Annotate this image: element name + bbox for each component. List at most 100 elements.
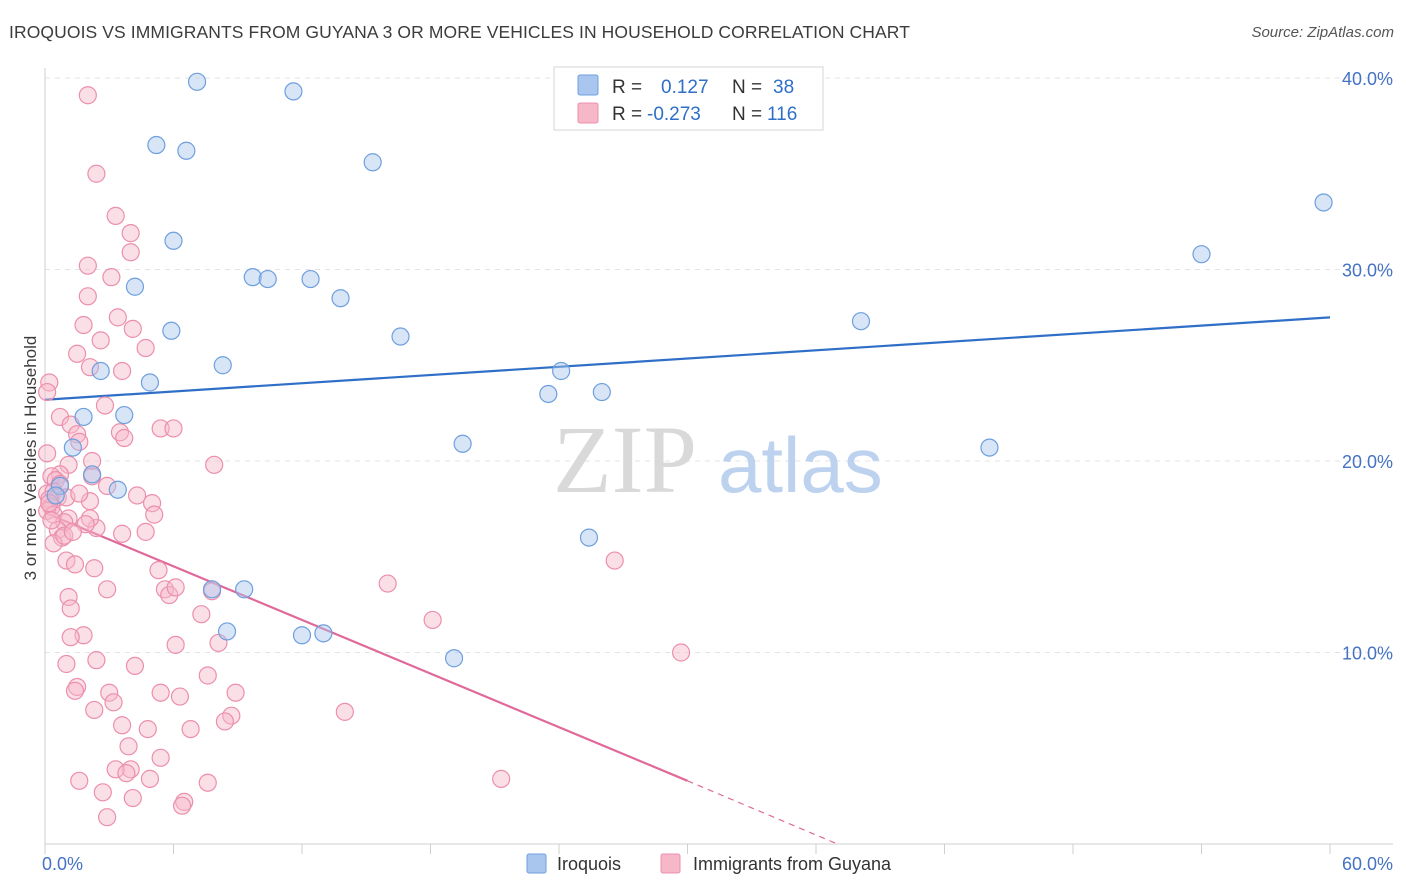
iroquois-point-18	[552, 361, 571, 381]
iroquois-point-21	[592, 382, 611, 402]
iroquois-point-13	[851, 312, 871, 331]
guyana-point-14	[80, 358, 100, 377]
guyana-point-2	[106, 206, 125, 225]
iroquois-point-1	[284, 82, 303, 101]
guyana-point-73	[166, 635, 185, 654]
iroquois-point-9	[258, 269, 277, 289]
guyana-point-90	[112, 716, 132, 735]
x-tick-label-1: 60.0%	[1342, 854, 1393, 874]
grid-lines	[45, 77, 1393, 653]
guyana-point-3	[121, 224, 140, 243]
guyana-point-81	[65, 681, 85, 700]
iroquois-point-0	[187, 72, 207, 91]
bottom-legend-label-guyana: Immigrants from Guyana	[693, 854, 892, 874]
guyana-point-54	[136, 522, 155, 541]
guyana-point-1	[87, 164, 106, 183]
guyana-point-27	[38, 444, 57, 463]
legend-r-value-1: 0.127	[661, 77, 709, 98]
y-tick-label-3: 40.0%	[1342, 69, 1393, 89]
guyana-point-61	[378, 574, 397, 593]
guyana-point-11	[91, 331, 110, 350]
legend-r-value-2: -0.273	[647, 104, 701, 125]
guyana-point-106	[172, 796, 192, 815]
y-tick-label-0: 10.0%	[1342, 644, 1393, 664]
bottom-legend-label-iroquois: Iroquois	[557, 854, 621, 874]
legend-swatch-guyana	[577, 102, 599, 124]
iroquois-point-10	[301, 269, 320, 289]
watermark-zip: ZIP	[553, 406, 697, 513]
legend-r-label-2: R =	[612, 104, 642, 125]
guyana-point-91	[138, 719, 157, 739]
series-guyana-points	[38, 86, 691, 827]
guyana-point-17	[38, 382, 57, 402]
guyana-point-22	[151, 419, 170, 438]
iroquois-point-31	[579, 528, 599, 547]
guyana-point-86	[104, 693, 123, 712]
guyana-point-82	[100, 683, 119, 702]
guyana-point-57	[65, 555, 85, 574]
guyana-point-4	[78, 256, 97, 275]
iroquois-point-35	[292, 626, 312, 645]
iroquois-point-12	[331, 289, 350, 308]
guyana-point-68	[61, 599, 80, 618]
guyana-point-99	[70, 771, 89, 790]
guyana-point-66	[166, 578, 185, 597]
y-tick-label-2: 30.0%	[1342, 261, 1393, 281]
iroquois-point-30	[46, 486, 65, 505]
guyana-point-7	[78, 287, 97, 306]
legend-n-label-2: N =	[732, 104, 762, 125]
guyana-point-58	[85, 559, 104, 578]
source-label: Source: ZipAtlas.com	[1251, 24, 1394, 41]
guyana-point-6	[102, 268, 121, 287]
iroquois-point-6	[164, 231, 183, 250]
y-tick-label-1: 20.0%	[1342, 452, 1393, 472]
guyana-point-94	[119, 737, 138, 756]
guyana-point-59	[149, 561, 168, 580]
guyana-point-44	[142, 494, 162, 513]
guyana-point-101	[492, 769, 511, 788]
guyana-point-0	[78, 86, 97, 105]
guyana-point-107	[98, 808, 117, 827]
legend-n-label-1: N =	[732, 77, 762, 98]
guyana-point-109	[55, 526, 74, 545]
guyana-point-111	[70, 484, 89, 503]
guyana-point-75	[671, 643, 691, 662]
guyana-point-76	[87, 651, 106, 670]
guyana-point-104	[123, 788, 142, 808]
guyana-point-78	[125, 656, 145, 676]
guyana-point-23	[164, 419, 183, 438]
iroquois-point-26	[63, 438, 82, 457]
iroquois-point-25	[980, 438, 999, 457]
iroquois-point-17	[91, 361, 110, 381]
guyana-point-12	[68, 344, 87, 363]
iroquois-point-16	[213, 356, 232, 375]
trend-line-2	[687, 780, 838, 845]
bottom-legend-swatch-iroquois	[526, 853, 547, 874]
guyana-point-53	[112, 524, 132, 543]
guyana-point-60	[605, 551, 624, 570]
guyana-point-50	[87, 518, 106, 538]
iroquois-point-14	[162, 321, 181, 340]
guyana-point-108	[42, 511, 61, 530]
guyana-point-97	[106, 760, 125, 779]
legend-swatch-iroquois	[577, 74, 599, 96]
guyana-point-25	[115, 428, 134, 448]
trend-line-1	[44, 511, 688, 782]
iroquois-point-23	[115, 405, 134, 425]
guyana-point-100	[140, 769, 160, 788]
iroquois-point-8	[243, 268, 262, 287]
guyana-point-62	[98, 580, 117, 599]
guyana-point-98	[117, 764, 136, 783]
guyana-point-93	[215, 712, 234, 731]
bottom-legend: Iroquois Immigrants from Guyana	[526, 853, 892, 874]
guyana-point-95	[151, 748, 170, 767]
bottom-legend-swatch-guyana	[660, 853, 681, 874]
iroquois-point-24	[453, 434, 472, 453]
x-tick-label-0: 0.0%	[42, 854, 83, 874]
guyana-point-103	[93, 783, 112, 802]
trend-lines	[44, 316, 1331, 845]
guyana-point-85	[226, 683, 245, 702]
guyana-point-8	[108, 308, 127, 327]
guyana-point-79	[198, 666, 217, 685]
guyana-point-69	[192, 605, 211, 624]
